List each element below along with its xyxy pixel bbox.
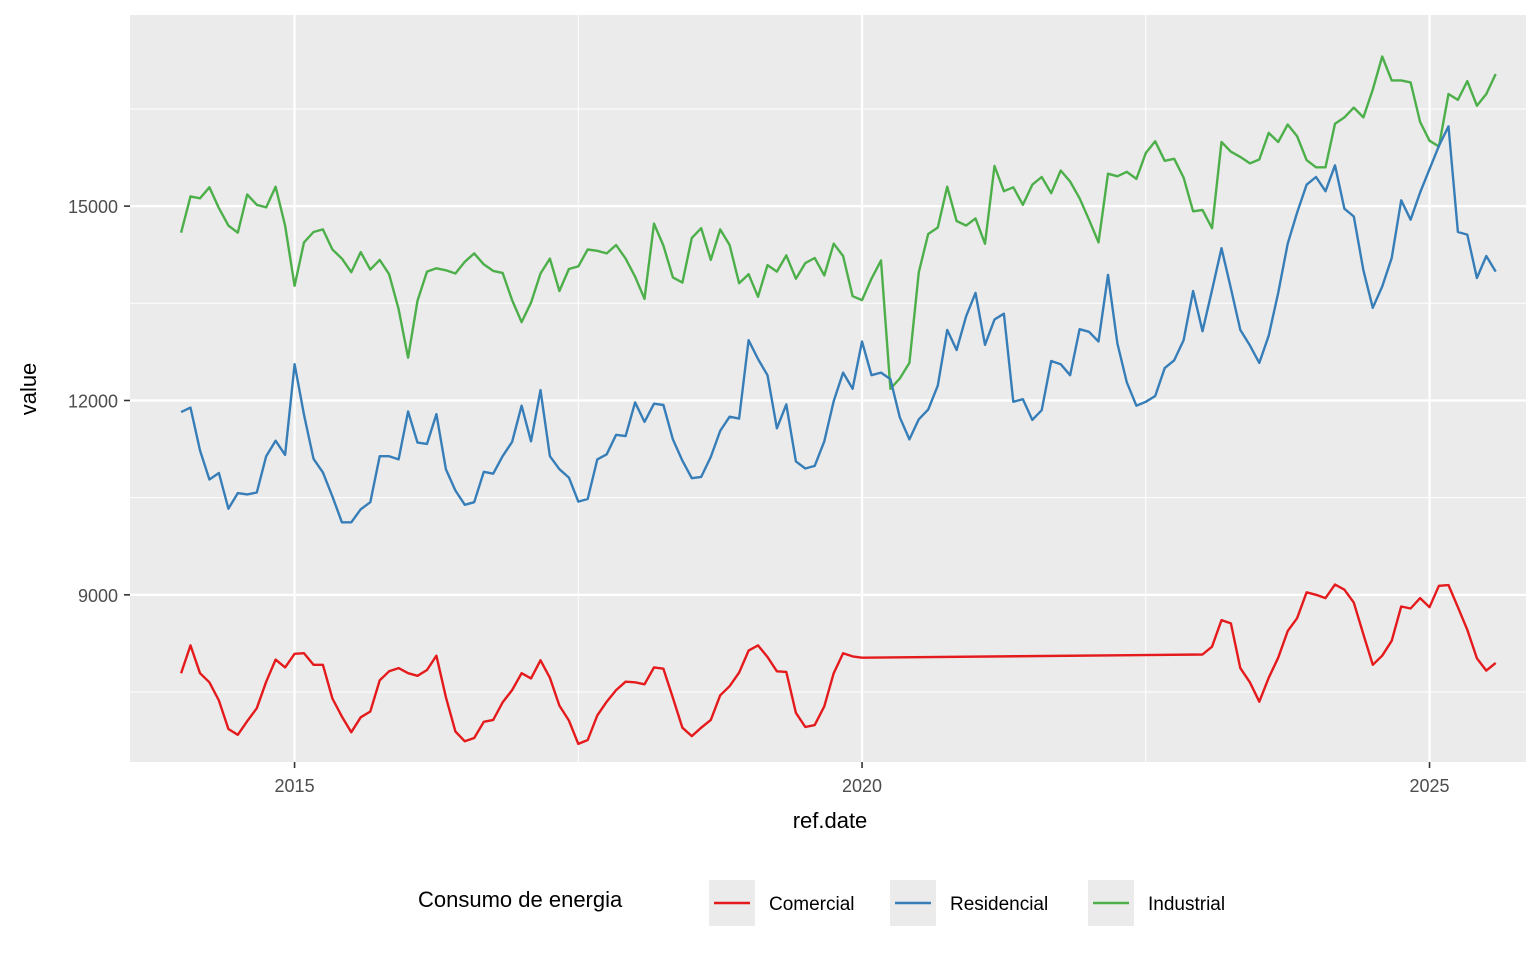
x-axis-title: ref.date xyxy=(793,808,868,833)
legend: Consumo de energia Comercial Residencial… xyxy=(418,880,1225,926)
x-axis: 2015 2020 2025 xyxy=(275,762,1450,796)
x-tick-label: 2015 xyxy=(275,776,315,796)
x-tick-label: 2020 xyxy=(842,776,882,796)
series-line-residencial xyxy=(180,125,1497,524)
legend-item-residencial: Residencial xyxy=(890,880,1048,926)
legend-item-comercial: Comercial xyxy=(709,880,855,926)
y-tick-label: 15000 xyxy=(68,197,118,217)
series-line-comercial xyxy=(179,583,1497,746)
legend-item-industrial: Industrial xyxy=(1088,880,1225,926)
legend-label-industrial: Industrial xyxy=(1148,894,1225,915)
y-axis-title: value xyxy=(16,363,41,416)
plot-panel xyxy=(130,15,1526,762)
legend-label-comercial: Comercial xyxy=(769,894,855,915)
legend-title: Consumo de energia xyxy=(418,887,623,912)
x-tick-label: 2025 xyxy=(1410,776,1450,796)
series-line-industrial xyxy=(179,55,1497,390)
series-layer xyxy=(179,55,1497,746)
y-tick-label: 12000 xyxy=(68,391,118,411)
grid-minor xyxy=(130,15,1526,762)
legend-label-residencial: Residencial xyxy=(950,894,1048,915)
y-axis: 9000 12000 15000 xyxy=(68,197,130,606)
y-tick-label: 9000 xyxy=(78,586,118,606)
